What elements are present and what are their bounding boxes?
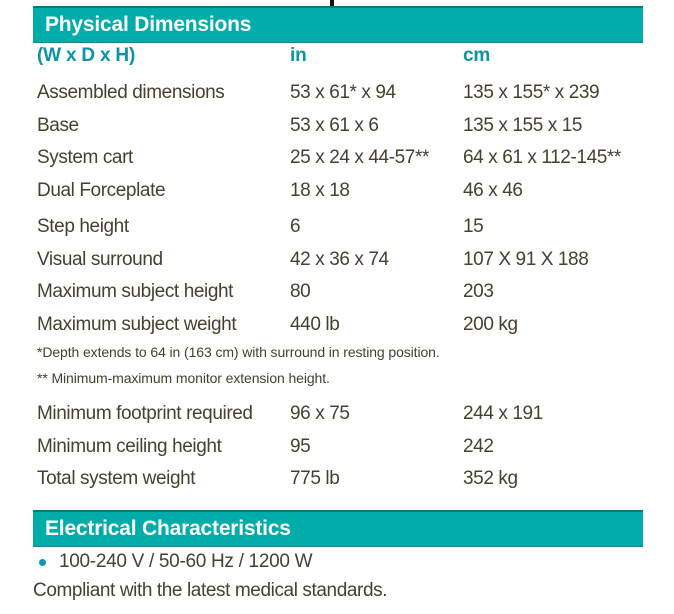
- table-row-minimum-ceiling-height: Minimum ceiling height 95 242: [33, 431, 643, 464]
- row-value-cm: 107 X 91 X 188: [463, 248, 589, 270]
- table-row-visual-surround: Visual surround 42 x 36 x 74 107 X 91 X …: [33, 244, 643, 277]
- row-value-cm: 15: [463, 216, 484, 238]
- dimensions-table: Assembled dimensions 53 x 61* x 94 135 x…: [33, 77, 643, 496]
- table-row-system-cart: System cart 25 x 24 x 44-57** 64 x 61 x …: [33, 142, 643, 175]
- column-header-cm: cm: [463, 45, 491, 66]
- bullet-icon: [39, 558, 46, 566]
- electrical-characteristics-header-bar: Electrical Characteristics: [33, 510, 643, 548]
- table-row-step-height: Step height 6 15: [33, 211, 643, 244]
- row-label: Maximum subject weight: [37, 313, 237, 335]
- row-label: Visual surround: [37, 248, 163, 270]
- row-value-in: 440 lb: [290, 313, 340, 335]
- row-value-in: 6: [290, 216, 301, 238]
- section-title: Electrical Characteristics: [45, 517, 291, 541]
- page-crop-artifact: [330, 0, 334, 10]
- row-value-cm: 46 x 46: [463, 179, 523, 201]
- row-value-cm: 64 x 61 x 112-145**: [463, 147, 621, 169]
- compliance-note: Compliant with the latest medical standa…: [33, 580, 388, 602]
- table-row-maximum-subject-height: Maximum subject height 80 203: [33, 276, 643, 309]
- row-label: Step height: [37, 216, 129, 238]
- row-label: Assembled dimensions: [37, 82, 225, 103]
- row-value-cm: 200 kg: [463, 313, 518, 335]
- row-value-cm: 244 x 191: [463, 403, 543, 425]
- row-value-in: 25 x 24 x 44-57**: [290, 147, 429, 169]
- row-value-in: 80: [290, 281, 311, 303]
- row-label: System cart: [37, 147, 133, 169]
- table-row-maximum-subject-weight: Maximum subject weight 440 lb 200 kg: [33, 309, 643, 342]
- power-spec-line: 100-240 V / 50-60 Hz / 1200 W: [33, 551, 643, 573]
- table-row-dual-forceplate: Dual Forceplate 18 x 18 46 x 46: [33, 175, 643, 208]
- row-label: Minimum ceiling height: [37, 435, 222, 457]
- row-value-cm: 352 kg: [463, 468, 518, 490]
- physical-dimensions-header-bar: Physical Dimensions: [33, 6, 643, 43]
- column-header-dimensions: (W x D x H): [37, 45, 136, 66]
- row-value-in: 18 x 18: [290, 179, 350, 201]
- footnote-depth: *Depth extends to 64 in (163 cm) with su…: [37, 344, 440, 361]
- row-value-cm: 203: [463, 281, 494, 303]
- table-row-base: Base 53 x 61 x 6 135 x 155 x 15: [33, 110, 643, 143]
- row-value-in: 775 lb: [290, 468, 340, 490]
- row-label: Minimum footprint required: [37, 403, 253, 425]
- footnote-monitor-extension: ** Minimum-maximum monitor extension hei…: [37, 370, 330, 387]
- power-spec-text: 100-240 V / 50-60 Hz / 1200 W: [59, 551, 313, 573]
- row-value-in: 95: [290, 435, 311, 457]
- table-row-minimum-footprint: Minimum footprint required 96 x 75 244 x…: [33, 398, 643, 431]
- row-value-in: 53 x 61* x 94: [290, 82, 396, 103]
- row-value-cm: 135 x 155 x 15: [463, 114, 583, 136]
- row-label: Maximum subject height: [37, 281, 234, 303]
- row-value-in: 42 x 36 x 74: [290, 248, 389, 270]
- row-value-cm: 135 x 155* x 239: [463, 82, 600, 103]
- section-title: Physical Dimensions: [45, 13, 252, 36]
- row-label: Total system weight: [37, 468, 196, 490]
- table-row-total-system-weight: Total system weight 775 lb 352 kg: [33, 463, 643, 496]
- column-header-row: (W x D x H) in cm: [33, 44, 643, 68]
- row-value-cm: 242: [463, 435, 494, 457]
- row-label: Base: [37, 114, 79, 136]
- row-value-in: 96 x 75: [290, 403, 350, 425]
- row-label: Dual Forceplate: [37, 179, 166, 201]
- column-header-in: in: [290, 45, 307, 66]
- spec-sheet: Physical Dimensions (W x D x H) in cm As…: [33, 6, 643, 602]
- row-value-in: 53 x 61 x 6: [290, 114, 379, 136]
- table-row-assembled-dimensions: Assembled dimensions 53 x 61* x 94 135 x…: [33, 77, 643, 110]
